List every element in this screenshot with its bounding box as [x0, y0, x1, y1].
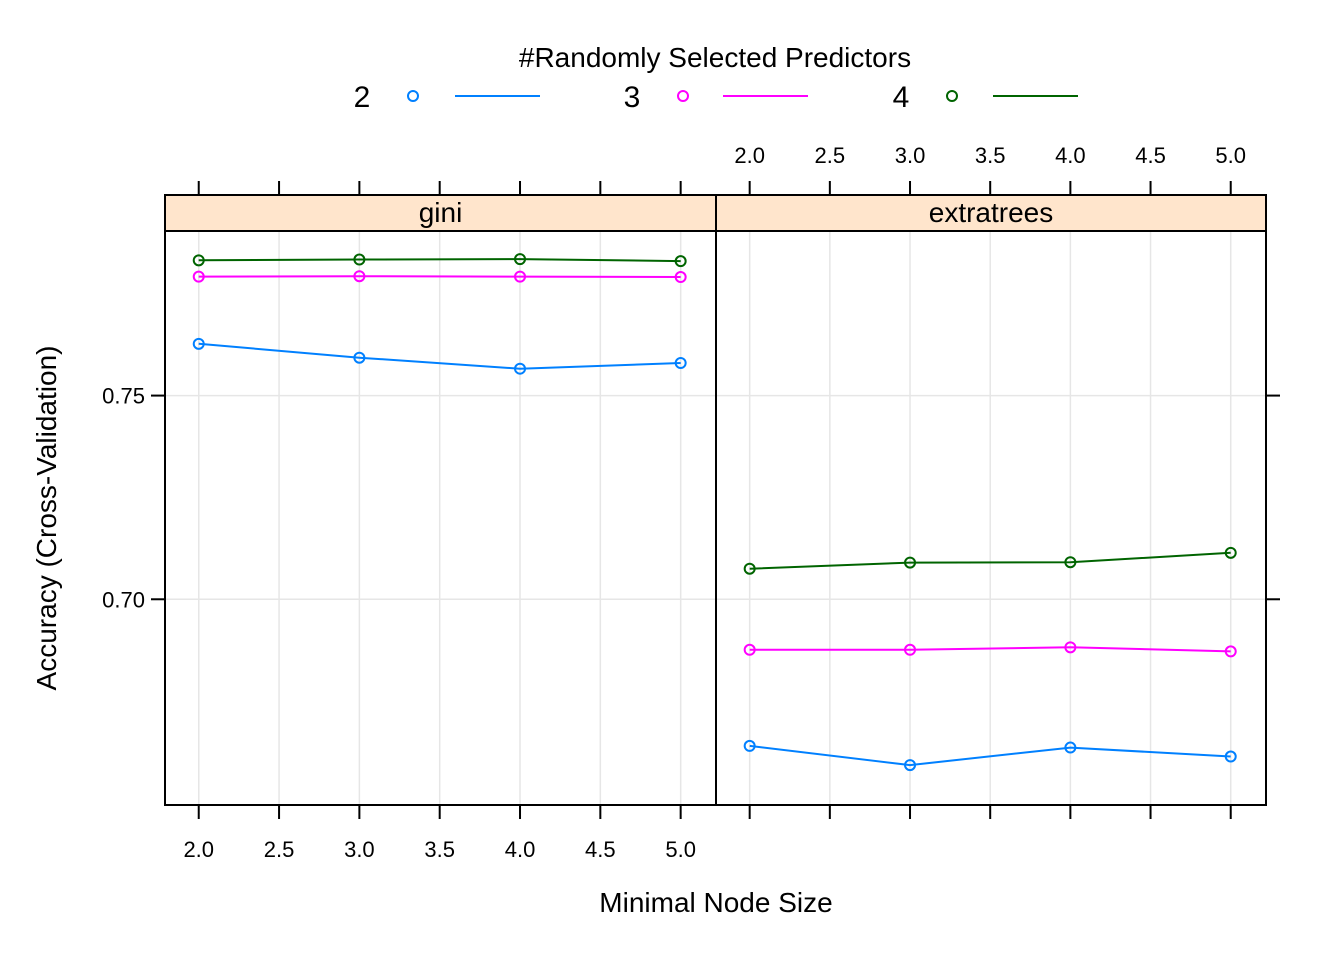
x-tick-label: 2.0: [183, 837, 214, 862]
data-point-2: [743, 739, 756, 752]
y-axis-title: Accuracy (Cross-Validation): [31, 346, 62, 691]
legend-point-3: [677, 90, 689, 102]
panels: gini 2.0 2.5 3.0 3.5 4.0 4.5 5.0 0.70 0.75 extratr…: [102, 143, 1280, 862]
x-tick-label: 3.0: [895, 143, 926, 168]
data-point-4: [514, 253, 527, 266]
strip-extratrees: [715, 194, 1267, 232]
data-point-3: [743, 643, 756, 656]
legend-point-4: [946, 90, 958, 102]
x-tick-label: 5.0: [1215, 143, 1246, 168]
data-point-2: [514, 362, 527, 375]
legend-label-2: 2: [354, 81, 371, 114]
data-point-3: [1064, 641, 1077, 654]
x-tick-label: 2.5: [264, 837, 295, 862]
x-tick-label: 2.0: [734, 143, 765, 168]
series-line-4: [198, 258, 681, 263]
x-tick-label: 4.5: [585, 837, 616, 862]
x-tick-label: 4.0: [1055, 143, 1086, 168]
data-point-3: [904, 643, 917, 656]
x-tick-label: 4.5: [1135, 143, 1166, 168]
data-point-2: [674, 356, 687, 369]
data-point-4: [353, 253, 366, 266]
panel-border: [164, 230, 717, 806]
x-tick-label: 2.5: [815, 143, 846, 168]
legend-title: #Randomly Selected Predictors: [519, 42, 911, 73]
data-point-3: [514, 270, 527, 283]
y-tick-label: 0.70: [102, 587, 145, 612]
x-tick-label: 5.0: [665, 837, 696, 862]
data-point-4: [192, 254, 205, 267]
strip-label: gini: [419, 197, 463, 228]
legend-point-2: [407, 90, 419, 102]
x-tick-label: 3.5: [975, 143, 1006, 168]
data-point-2: [192, 337, 205, 350]
panel-border: [715, 230, 1267, 806]
data-point-2: [353, 351, 366, 364]
x-axis-title: Minimal Node Size: [599, 887, 832, 918]
panel-extratrees: extratrees 2.0 2.5 3.0 3.5 4.0 4.5 5.0: [715, 143, 1280, 819]
series-line-2: [749, 744, 1231, 767]
series-line-3: [198, 275, 681, 278]
series-line-4: [749, 551, 1231, 570]
data-point-3: [192, 270, 205, 283]
legend-label-3: 3: [624, 81, 641, 114]
x-tick-label: 3.0: [344, 837, 375, 862]
data-point-3: [1224, 645, 1237, 658]
series-line-2: [198, 342, 681, 370]
data-point-3: [353, 270, 366, 283]
data-point-4: [1064, 556, 1077, 569]
data-point-4: [904, 556, 917, 569]
legend: #Randomly Selected Predictors 2 3 4: [354, 42, 1078, 114]
legend-label-4: 4: [893, 81, 910, 114]
data-point-4: [1224, 546, 1237, 559]
data-point-3: [674, 271, 687, 284]
data-point-2: [1224, 750, 1237, 763]
x-tick-label: 4.0: [505, 837, 536, 862]
series-line-3: [749, 646, 1231, 653]
data-point-2: [904, 759, 917, 772]
panel-gini: gini 2.0 2.5 3.0 3.5 4.0 4.5 5.0 0.70 0.75: [102, 181, 717, 862]
y-tick-label: 0.75: [102, 384, 145, 409]
strip-label: extratrees: [929, 197, 1054, 228]
data-point-4: [743, 562, 756, 575]
data-point-4: [674, 255, 687, 268]
x-tick-label: 3.5: [424, 837, 455, 862]
data-point-2: [1064, 741, 1077, 754]
